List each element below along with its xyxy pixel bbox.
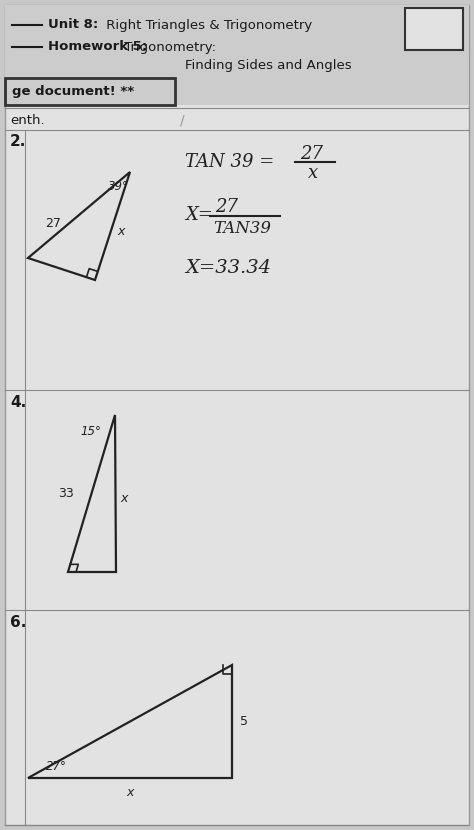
FancyBboxPatch shape <box>5 5 469 825</box>
Text: 15°: 15° <box>80 424 101 437</box>
Text: 27: 27 <box>215 198 238 216</box>
Text: X=33.34: X=33.34 <box>185 259 271 277</box>
Text: 2.: 2. <box>10 134 27 149</box>
Text: ge document! **: ge document! ** <box>12 85 134 99</box>
Text: x: x <box>118 224 125 237</box>
Text: x: x <box>120 492 128 505</box>
Text: 39°: 39° <box>108 179 129 193</box>
Text: 27: 27 <box>300 145 323 163</box>
Text: Trigonometry:: Trigonometry: <box>120 41 216 53</box>
Text: Right Triangles & Trigonometry: Right Triangles & Trigonometry <box>102 18 312 32</box>
Text: 5: 5 <box>240 715 248 728</box>
Text: 27°: 27° <box>46 759 67 773</box>
Text: TAN 39 =: TAN 39 = <box>185 153 274 171</box>
Text: X=: X= <box>185 206 213 224</box>
FancyBboxPatch shape <box>5 5 469 105</box>
Text: 27: 27 <box>45 217 61 230</box>
Text: Homework 5:: Homework 5: <box>48 41 147 53</box>
Text: Unit 8:: Unit 8: <box>48 18 98 32</box>
FancyBboxPatch shape <box>405 8 463 50</box>
Text: TAN39: TAN39 <box>213 219 271 237</box>
Text: Finding Sides and Angles: Finding Sides and Angles <box>185 60 352 72</box>
Text: x: x <box>126 785 134 798</box>
Text: enth.: enth. <box>10 114 45 126</box>
Text: x: x <box>308 164 318 182</box>
Text: 33: 33 <box>58 487 73 500</box>
FancyBboxPatch shape <box>5 78 175 105</box>
Text: /: / <box>180 113 185 127</box>
Text: 4.: 4. <box>10 394 26 409</box>
Text: 6.: 6. <box>10 614 27 629</box>
